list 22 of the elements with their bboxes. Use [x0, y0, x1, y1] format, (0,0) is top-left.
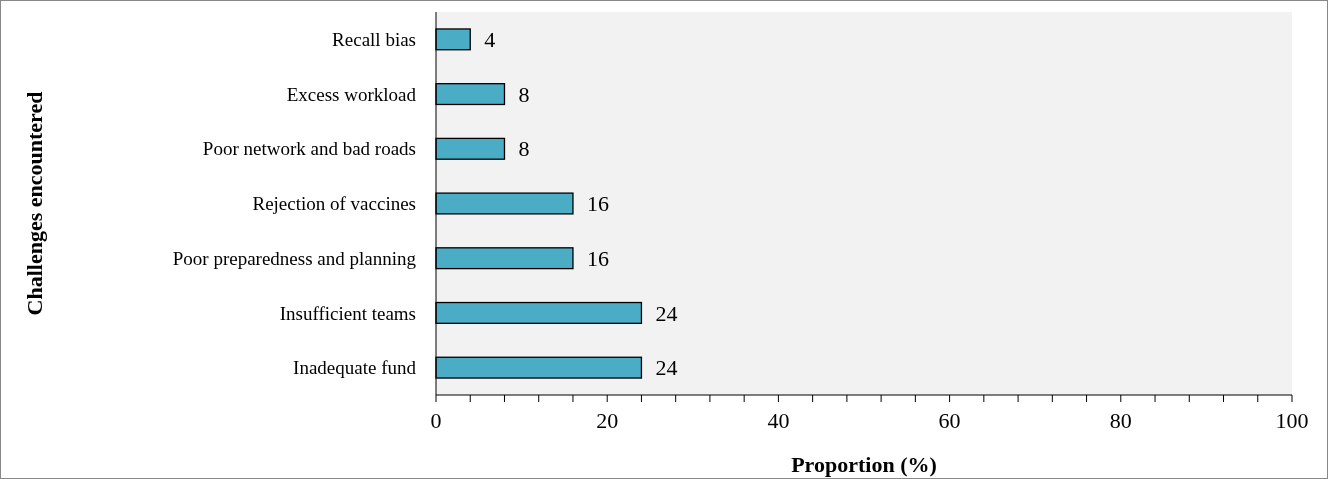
text: Challenges encountered	[22, 91, 47, 316]
data-label: 8	[518, 81, 530, 107]
y-tick-label: Excess workload	[286, 83, 417, 105]
y-tick-label: Recall bias	[332, 29, 416, 51]
y-tick-label: Poor network and bad roads	[202, 138, 416, 160]
data-label: 16	[586, 245, 609, 271]
data-label: 24	[655, 300, 678, 326]
data-label: 24	[655, 355, 678, 381]
x-tick-label: 80	[1109, 408, 1132, 433]
y-tick-label: Inadequate fund	[293, 357, 417, 379]
x-tick-label: 60	[938, 408, 961, 433]
x-axis-title: Proportion (%)	[791, 452, 937, 477]
x-tick-label: 100	[1275, 408, 1309, 433]
x-tick-label: 40	[767, 408, 790, 433]
y-tick-label: Insufficient teams	[279, 302, 416, 324]
y-tick-label: Poor preparedness and planning	[172, 247, 417, 269]
data-label: 16	[586, 191, 609, 217]
data-label: 8	[518, 136, 530, 162]
y-tick-label: Rejection of vaccines	[252, 193, 416, 215]
data-label: 4	[484, 27, 496, 53]
x-tick-label: 0	[430, 408, 442, 433]
x-tick-label: 20	[596, 408, 619, 433]
